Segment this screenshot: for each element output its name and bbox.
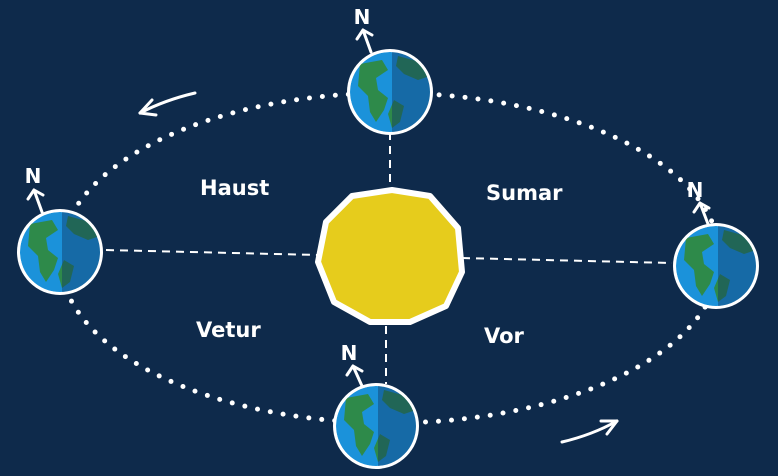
season-label: Vor xyxy=(484,324,525,348)
north-label: N xyxy=(25,164,42,188)
season-label: Sumar xyxy=(486,181,563,205)
north-label: N xyxy=(341,341,358,365)
season-label: Vetur xyxy=(196,318,261,342)
season-label: Haust xyxy=(200,176,269,200)
north-label: N xyxy=(354,5,371,29)
page: Haust Sumar Vetur Vor NNNN (() => { cons… xyxy=(0,0,778,476)
north-label: N xyxy=(687,178,704,202)
seasons-diagram: Haust Sumar Vetur Vor N N N N xyxy=(0,0,778,476)
sun xyxy=(318,190,462,322)
